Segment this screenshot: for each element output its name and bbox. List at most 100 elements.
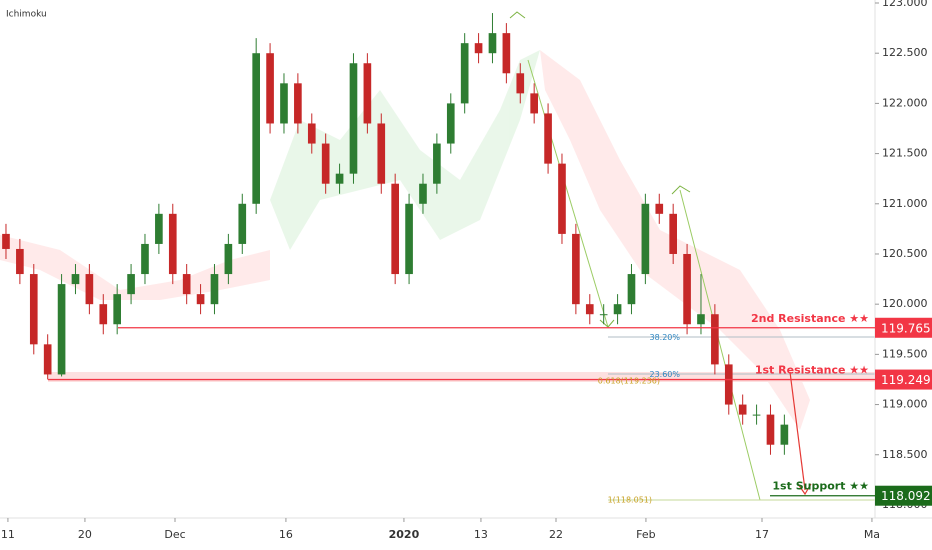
y-tick-label: 120.000 bbox=[882, 297, 928, 310]
candle-body bbox=[71, 274, 80, 285]
fib-label: 1(118.051) bbox=[608, 495, 652, 504]
price-box bbox=[875, 369, 932, 390]
trend-line bbox=[679, 189, 761, 501]
candle-body bbox=[585, 304, 594, 315]
cloud bbox=[0, 235, 270, 300]
projection-arrow bbox=[789, 371, 806, 491]
x-tick-label: Ma bbox=[864, 528, 880, 541]
candle-body bbox=[558, 163, 566, 234]
x-tick-label: 13 bbox=[474, 528, 488, 541]
candle-body bbox=[321, 143, 330, 184]
candle-body bbox=[99, 304, 108, 325]
x-tick-label: Dec bbox=[164, 528, 185, 541]
y-tick-label: 122.000 bbox=[882, 96, 928, 109]
candle-body bbox=[738, 404, 747, 415]
candle-body bbox=[627, 274, 636, 305]
candle-body bbox=[294, 83, 302, 124]
x-tick-label: 2020 bbox=[389, 528, 420, 541]
price-box bbox=[875, 317, 932, 338]
y-tick-label: 119.500 bbox=[882, 347, 928, 360]
candle-body bbox=[391, 183, 399, 275]
candle-body bbox=[85, 274, 94, 305]
candle-body bbox=[599, 314, 608, 316]
candle-body bbox=[669, 213, 677, 254]
candle-body bbox=[780, 424, 789, 445]
candle-body bbox=[155, 213, 163, 244]
fib-label: 0.618(119.236) bbox=[598, 376, 660, 385]
y-tick-label: 123.000 bbox=[882, 0, 928, 9]
x-tick-label: 11 bbox=[1, 528, 15, 541]
candle-body bbox=[446, 103, 455, 144]
candle-body bbox=[335, 173, 344, 184]
candle-body bbox=[433, 143, 441, 184]
arrow-head bbox=[797, 483, 812, 496]
x-tick-label: 22 bbox=[549, 528, 563, 541]
candle-body bbox=[363, 63, 372, 124]
candle-body bbox=[641, 203, 650, 275]
trough-marker bbox=[599, 319, 615, 328]
candle-body bbox=[266, 53, 274, 124]
candle-body bbox=[405, 203, 413, 275]
y-tick-label: 119.000 bbox=[882, 398, 928, 411]
x-tick-label: 16 bbox=[279, 528, 293, 541]
candle-body bbox=[57, 284, 66, 375]
candle-body bbox=[307, 123, 316, 144]
x-tick-label: Feb bbox=[636, 528, 655, 541]
candle-body bbox=[419, 183, 427, 204]
candle-body bbox=[141, 243, 149, 275]
resistance-zone bbox=[48, 372, 875, 382]
trend-line bbox=[527, 59, 609, 328]
candle-body bbox=[43, 344, 52, 375]
level-name: 2nd Resistance ★★ bbox=[751, 312, 869, 325]
candle-body bbox=[29, 274, 38, 345]
y-tick-label: 122.500 bbox=[882, 46, 928, 59]
cloud bbox=[270, 50, 540, 250]
candle-body bbox=[238, 203, 247, 244]
candle-body bbox=[182, 274, 191, 295]
candle-body bbox=[474, 43, 483, 54]
candle-body bbox=[16, 248, 24, 275]
candle-body bbox=[196, 294, 205, 305]
fib-label: 23.60% bbox=[649, 370, 680, 379]
candle-body bbox=[544, 113, 552, 164]
candle-body bbox=[530, 93, 538, 114]
candle-body bbox=[252, 53, 260, 204]
candle-body bbox=[516, 73, 525, 94]
candle-body bbox=[613, 304, 622, 315]
candle-body bbox=[711, 314, 719, 365]
y-tick-label: 121.500 bbox=[882, 147, 928, 160]
candle-body bbox=[168, 213, 177, 275]
candle-body bbox=[488, 33, 497, 54]
price-box-label: 118.092 bbox=[881, 489, 931, 503]
price-box-label: 119.765 bbox=[881, 321, 931, 335]
candle-body bbox=[502, 33, 511, 74]
candle-body bbox=[210, 274, 219, 305]
indicator-label: Ichimoku bbox=[6, 10, 47, 20]
candle-body bbox=[280, 83, 288, 124]
candle-body bbox=[2, 233, 10, 249]
level-name: 1st Support ★★ bbox=[772, 480, 869, 493]
level-name: 1st Resistance ★★ bbox=[755, 364, 869, 377]
y-tick-label: 121.000 bbox=[882, 197, 928, 210]
candle-body bbox=[113, 294, 121, 325]
candle-body bbox=[655, 203, 664, 214]
candle-body bbox=[127, 274, 135, 295]
fib-label: 38.20% bbox=[649, 333, 680, 342]
candle-body bbox=[377, 123, 386, 184]
peak-marker bbox=[671, 185, 691, 195]
candle-body bbox=[697, 314, 705, 325]
candle-body bbox=[572, 233, 580, 305]
candle-body bbox=[752, 414, 761, 416]
peak-marker bbox=[509, 11, 526, 19]
candle-body bbox=[724, 364, 733, 405]
candle-body bbox=[224, 243, 233, 275]
price-box bbox=[875, 485, 932, 506]
candle-body bbox=[349, 63, 358, 174]
candle-body bbox=[683, 253, 691, 325]
x-tick-label: 17 bbox=[755, 528, 769, 541]
y-tick-label: 118.500 bbox=[882, 448, 928, 461]
drawings bbox=[509, 11, 875, 501]
y-tick-label: 120.500 bbox=[882, 247, 928, 260]
